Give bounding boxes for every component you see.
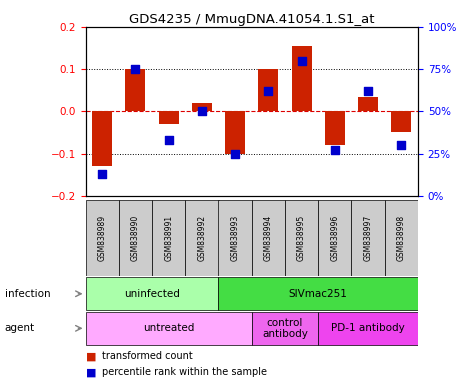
Bar (159, 111, 179, 124)
Bar (258, 69, 278, 111)
Bar (125, 69, 145, 111)
Text: GSM838997: GSM838997 (364, 215, 372, 261)
Bar (385, 200, 418, 276)
Point (231, 151, 239, 157)
Bar (86, 200, 119, 276)
Point (132, 66, 139, 72)
Text: GSM838995: GSM838995 (297, 215, 306, 261)
Bar (225, 111, 245, 154)
Bar (325, 111, 345, 145)
Bar (285, 200, 318, 276)
Text: ■: ■ (86, 367, 96, 377)
Text: GSM838989: GSM838989 (98, 215, 106, 261)
Point (331, 147, 339, 153)
Point (364, 88, 372, 94)
Bar (218, 200, 252, 276)
Bar (292, 46, 312, 111)
Point (98, 171, 106, 177)
Bar (318, 200, 352, 276)
Point (165, 137, 172, 143)
Bar (218, 277, 418, 310)
Text: GSM838991: GSM838991 (164, 215, 173, 261)
Bar (318, 312, 418, 345)
Title: GDS4235 / MmugDNA.41054.1.S1_at: GDS4235 / MmugDNA.41054.1.S1_at (129, 13, 374, 26)
Bar (185, 200, 218, 276)
Bar (358, 97, 378, 111)
Text: GSM838996: GSM838996 (331, 215, 339, 261)
Text: GSM838994: GSM838994 (264, 215, 273, 261)
Bar (192, 103, 212, 111)
Text: percentile rank within the sample: percentile rank within the sample (102, 367, 267, 377)
Text: SIVmac251: SIVmac251 (289, 289, 348, 299)
Text: control
antibody: control antibody (262, 318, 308, 339)
Bar (352, 200, 385, 276)
Text: uninfected: uninfected (124, 289, 180, 299)
Bar (391, 111, 411, 132)
Text: GSM838992: GSM838992 (198, 215, 206, 261)
Bar (152, 200, 185, 276)
Bar (86, 277, 218, 310)
Text: GSM838990: GSM838990 (131, 215, 140, 261)
Bar (119, 200, 152, 276)
Point (265, 88, 272, 94)
Point (198, 108, 206, 114)
Text: GSM838998: GSM838998 (397, 215, 406, 261)
Text: untreated: untreated (143, 323, 194, 333)
Point (298, 58, 305, 64)
Text: ■: ■ (86, 351, 96, 361)
Text: agent: agent (5, 323, 35, 333)
Bar (252, 200, 285, 276)
Text: PD-1 antibody: PD-1 antibody (331, 323, 405, 333)
Bar (252, 312, 318, 345)
Text: GSM838993: GSM838993 (231, 215, 239, 261)
Bar (86, 312, 252, 345)
Text: infection: infection (5, 289, 50, 299)
Bar (92, 111, 112, 166)
Point (398, 142, 405, 148)
Text: transformed count: transformed count (102, 351, 193, 361)
